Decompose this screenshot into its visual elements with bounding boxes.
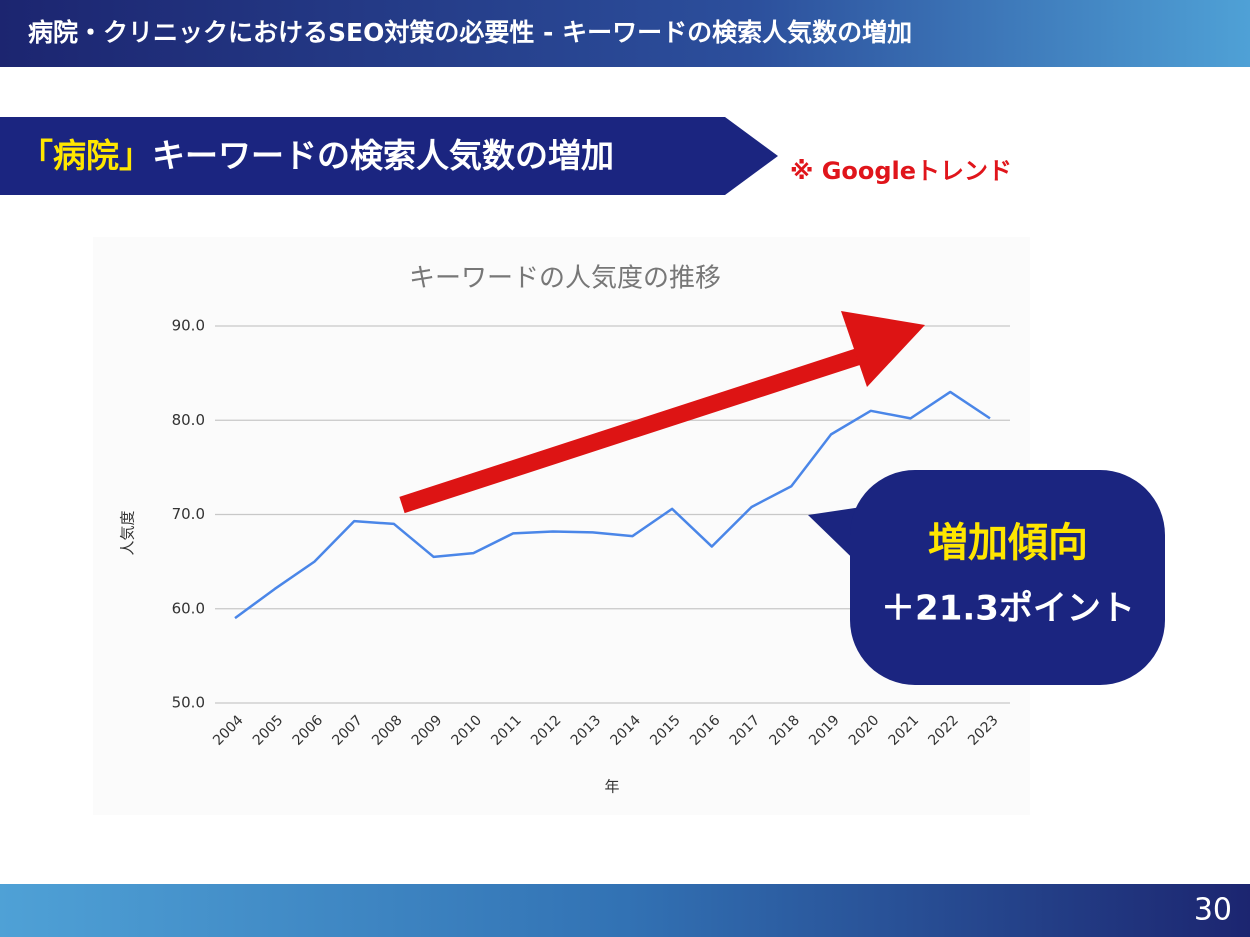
trend-arrow-shaft — [399, 347, 863, 514]
footer-bar — [0, 884, 1250, 937]
callout: 増加傾向 ＋21.3ポイント — [808, 470, 1165, 685]
callout-title: 増加傾向 — [928, 520, 1088, 566]
subtitle: 「病院」キーワードの検索人気数の増加 — [20, 136, 614, 175]
subtitle-banner — [0, 117, 778, 195]
y-tick-label: 80.0 — [172, 411, 205, 429]
x-axis-label: 年 — [604, 778, 619, 796]
trend-arrow-head — [841, 311, 925, 387]
subtitle-text: キーワードの検索人気数の増加 — [152, 136, 614, 175]
source-note: ※ Googleトレンド — [790, 157, 1012, 185]
data-line — [234, 390, 991, 620]
header-bar — [0, 0, 1250, 67]
y-axis-label: 人気度 — [119, 510, 137, 555]
callout-body — [850, 470, 1165, 685]
y-tick-label: 60.0 — [172, 599, 205, 617]
y-tick-label: 50.0 — [172, 694, 205, 712]
y-tick-label: 70.0 — [172, 505, 205, 523]
y-tick-label: 90.0 — [172, 317, 205, 335]
header-title: 病院・クリニックにおけるSEO対策の必要性 - キーワードの検索人気数の増加 — [28, 18, 912, 47]
callout-text: ＋21.3ポイント — [881, 589, 1135, 629]
subtitle-highlight: 「病院」 — [20, 136, 152, 175]
chart-title: キーワードの人気度の推移 — [409, 264, 721, 294]
page-number: 30 — [1194, 893, 1232, 928]
